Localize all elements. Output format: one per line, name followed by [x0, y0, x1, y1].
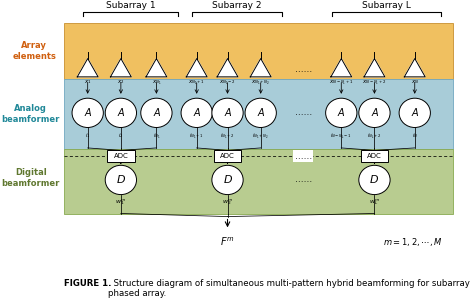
Text: $x_2$: $x_2$ — [117, 78, 125, 86]
FancyBboxPatch shape — [64, 149, 453, 213]
Text: A: A — [118, 108, 124, 118]
Text: ......: ...... — [295, 65, 312, 74]
Polygon shape — [110, 59, 131, 77]
Text: $w_2^m$: $w_2^m$ — [222, 198, 233, 207]
Text: $F^m$: $F^m$ — [220, 236, 235, 248]
FancyBboxPatch shape — [64, 79, 453, 149]
Ellipse shape — [181, 98, 212, 127]
Text: $i_{N_1+N_2}$: $i_{N_1+N_2}$ — [252, 131, 269, 141]
FancyBboxPatch shape — [214, 150, 241, 162]
Ellipse shape — [141, 98, 172, 127]
Text: Structure diagram of simultaneous multi-pattern hybrid beamforming for subarray
: Structure diagram of simultaneous multi-… — [108, 279, 469, 299]
Ellipse shape — [105, 165, 137, 195]
Text: A: A — [193, 108, 200, 118]
Text: Subarray L: Subarray L — [362, 1, 411, 10]
Text: A: A — [257, 108, 264, 118]
Text: FIGURE 1.: FIGURE 1. — [64, 279, 111, 288]
Text: ADC: ADC — [367, 153, 382, 159]
Text: $i_{N_1}$: $i_{N_1}$ — [153, 131, 160, 141]
Text: $x_1$: $x_1$ — [84, 78, 91, 86]
Text: $i_N$: $i_N$ — [412, 131, 418, 140]
Text: Subarray 2: Subarray 2 — [212, 1, 262, 10]
Text: $x_{N_1+1}$: $x_{N_1+1}$ — [188, 78, 205, 87]
Text: $x_{N_1-2}$: $x_{N_1-2}$ — [219, 78, 236, 87]
Text: $x_{N-N_1+2}$: $x_{N-N_1+2}$ — [362, 78, 387, 87]
Text: ......: ...... — [295, 152, 312, 161]
Text: Analog
beamformer: Analog beamformer — [1, 104, 60, 124]
Text: $i_1$: $i_1$ — [85, 131, 91, 140]
Ellipse shape — [212, 98, 243, 127]
Text: Subarray 1: Subarray 1 — [106, 1, 155, 10]
Text: $i_{N-N_L-1}$: $i_{N-N_L-1}$ — [330, 131, 352, 141]
Text: A: A — [371, 108, 378, 118]
Text: ......: ...... — [295, 108, 312, 117]
Text: $x_{N_1}$: $x_{N_1}$ — [152, 78, 161, 87]
Text: D: D — [223, 175, 232, 185]
Text: $x_N$: $x_N$ — [410, 78, 419, 86]
Polygon shape — [217, 59, 238, 77]
Text: A: A — [224, 108, 231, 118]
FancyBboxPatch shape — [361, 150, 388, 162]
Text: $i_{N_1+1}$: $i_{N_1+1}$ — [190, 131, 204, 141]
Ellipse shape — [359, 98, 390, 127]
Polygon shape — [146, 59, 167, 77]
Text: A: A — [411, 108, 418, 118]
Text: Digital
beamformer: Digital beamformer — [1, 168, 60, 188]
Text: $i_2$: $i_2$ — [118, 131, 124, 140]
Ellipse shape — [359, 165, 390, 195]
Text: ADC: ADC — [113, 153, 128, 159]
Polygon shape — [404, 59, 425, 77]
Ellipse shape — [399, 98, 430, 127]
Polygon shape — [331, 59, 352, 77]
Text: A: A — [338, 108, 345, 118]
Ellipse shape — [72, 98, 103, 127]
Ellipse shape — [105, 98, 137, 127]
Ellipse shape — [212, 165, 243, 195]
Polygon shape — [186, 59, 207, 77]
Ellipse shape — [245, 98, 276, 127]
Ellipse shape — [326, 98, 357, 127]
Polygon shape — [250, 59, 271, 77]
FancyBboxPatch shape — [107, 150, 135, 162]
Text: Array
elements: Array elements — [12, 41, 56, 61]
Polygon shape — [77, 59, 98, 77]
Text: $m=1,2,\cdots,M$: $m=1,2,\cdots,M$ — [383, 236, 442, 248]
Text: ......: ...... — [295, 175, 312, 185]
Text: ADC: ADC — [220, 153, 235, 159]
Text: A: A — [84, 108, 91, 118]
Text: D: D — [117, 175, 125, 185]
Text: $i_{N_1+2}$: $i_{N_1+2}$ — [220, 131, 235, 141]
Text: $x_{N_1+N_2}$: $x_{N_1+N_2}$ — [251, 78, 270, 87]
Text: $i_{N_L+2}$: $i_{N_L+2}$ — [367, 131, 382, 141]
Text: $w_L^m$: $w_L^m$ — [369, 198, 380, 207]
Text: $w_1^m$: $w_1^m$ — [115, 198, 127, 207]
Text: $x_{N-N_1+1}$: $x_{N-N_1+1}$ — [329, 78, 354, 87]
Polygon shape — [364, 59, 385, 77]
Text: D: D — [370, 175, 379, 185]
FancyBboxPatch shape — [64, 23, 453, 79]
Text: A: A — [153, 108, 160, 118]
